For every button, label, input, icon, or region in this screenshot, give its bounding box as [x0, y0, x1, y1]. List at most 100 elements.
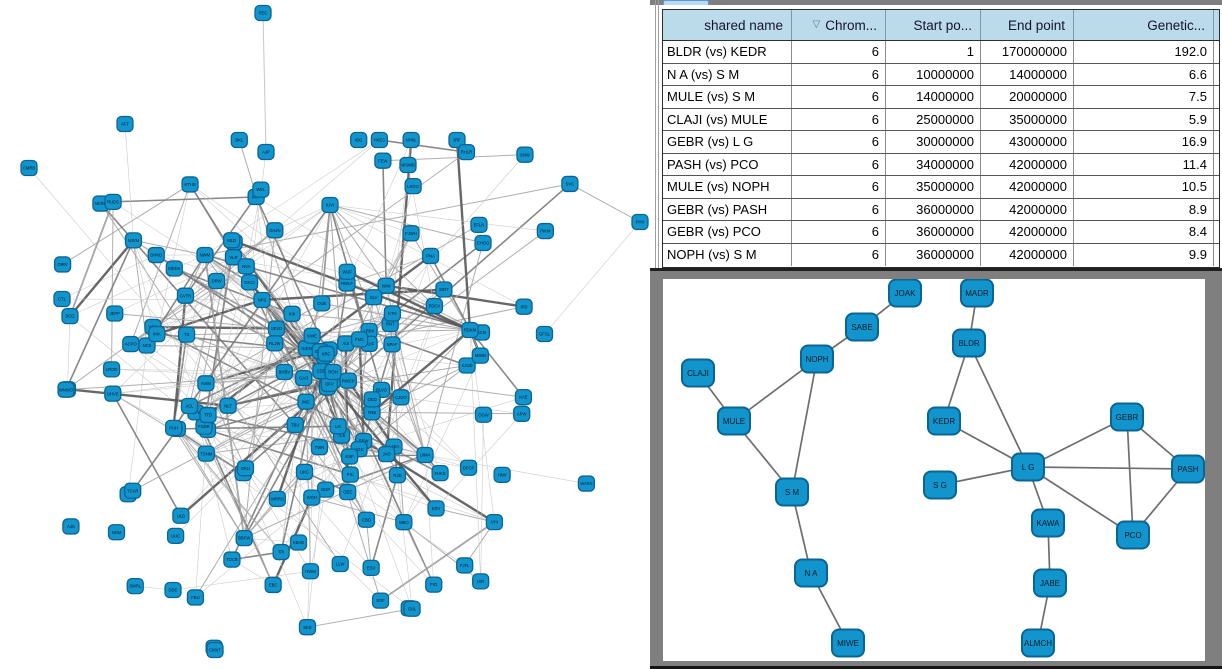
- network-node[interactable]: KIK: [283, 305, 301, 322]
- network-node[interactable]: PNA: [421, 247, 440, 265]
- network-node[interactable]: NLT: [219, 397, 237, 414]
- network-node[interactable]: GFSL: [535, 325, 554, 343]
- network-node[interactable]: EDV: [427, 500, 445, 517]
- column-header-start-po[interactable]: Start po...: [886, 10, 981, 40]
- network-node[interactable]: GAO: [295, 369, 313, 387]
- network-node[interactable]: OGW: [474, 406, 493, 423]
- table-row[interactable]: GEBR (vs) PASH 6 36000000 42000000 8.9: [663, 198, 1219, 221]
- network-node[interactable]: CMVT: [206, 641, 224, 659]
- network-node[interactable]: ROH: [324, 363, 342, 381]
- network-node[interactable]: CHOG: [474, 234, 492, 252]
- network-node[interactable]: FHKS: [431, 465, 449, 482]
- panel-tab-fragment[interactable]: [663, 0, 709, 5]
- network-node[interactable]: PCO: [1116, 520, 1150, 550]
- network-node[interactable]: CLAJI: [681, 358, 715, 388]
- network-node[interactable]: IUVI: [321, 196, 339, 214]
- network-edge[interactable]: [968, 342, 1029, 468]
- network-node[interactable]: KTHS: [181, 176, 199, 193]
- network-node[interactable]: KAWA: [1031, 508, 1065, 538]
- network-node[interactable]: CBO: [357, 511, 376, 528]
- network-node[interactable]: KAE: [514, 388, 533, 406]
- network-node[interactable]: ISR: [472, 573, 490, 590]
- network-node[interactable]: WARS: [577, 475, 596, 492]
- network-node[interactable]: AFT: [116, 115, 134, 133]
- table-row[interactable]: BLDR (vs) KEDR 6 1 170000000 192.0: [663, 41, 1219, 64]
- network-node[interactable]: KJUD: [458, 357, 476, 374]
- network-node[interactable]: HNV: [493, 466, 511, 484]
- network-node[interactable]: MULE: [717, 406, 751, 436]
- network-node[interactable]: CTL: [53, 290, 71, 308]
- network-node[interactable]: BBFW: [235, 529, 253, 547]
- network-edge[interactable]: [1027, 466, 1189, 470]
- network-node[interactable]: GHJN: [266, 222, 284, 239]
- network-node[interactable]: JEPP: [106, 305, 124, 322]
- network-node[interactable]: TOCB: [223, 551, 241, 568]
- network-node[interactable]: OKLI: [236, 460, 255, 477]
- network-node[interactable]: SABE: [845, 312, 879, 342]
- network-node[interactable]: PHV: [631, 213, 649, 231]
- network-node[interactable]: RJD: [388, 467, 407, 484]
- network-node[interactable]: BLDR: [952, 328, 986, 358]
- network-node[interactable]: MIWE: [831, 628, 865, 658]
- network-node[interactable]: EBC: [264, 576, 282, 594]
- network-node[interactable]: NGP: [317, 481, 335, 498]
- network-node[interactable]: IVOH: [303, 489, 321, 506]
- network-node[interactable]: CMRB: [20, 159, 38, 177]
- network-node[interactable]: JRF: [448, 131, 466, 149]
- network-node[interactable]: RLJW: [266, 335, 284, 352]
- network-node[interactable]: RWCP: [339, 372, 357, 389]
- network-node[interactable]: IMC: [297, 393, 315, 410]
- network-node[interactable]: WEL: [252, 181, 270, 198]
- network-node[interactable]: TCAR: [124, 482, 142, 499]
- network-node[interactable]: IPD: [515, 298, 533, 315]
- network-node[interactable]: RDKM: [461, 321, 479, 339]
- network-node[interactable]: NJVM: [124, 232, 143, 249]
- network-node[interactable]: SWRL: [126, 577, 144, 595]
- network-node[interactable]: BHBV: [275, 363, 293, 381]
- network-node[interactable]: LROD: [102, 361, 121, 378]
- network-node[interactable]: KBAE: [289, 534, 308, 551]
- network-node[interactable]: S M: [775, 477, 809, 507]
- network-node[interactable]: APW: [513, 405, 531, 422]
- table-row[interactable]: GEBR (vs) L G 6 30000000 43000000 16.9: [663, 131, 1219, 154]
- network-node[interactable]: ALMCH: [1021, 628, 1055, 658]
- network-node[interactable]: MBO: [395, 514, 413, 531]
- network-node[interactable]: L G: [1011, 452, 1045, 482]
- network-node[interactable]: MDDK: [165, 260, 183, 277]
- network-node[interactable]: FIO: [425, 576, 443, 593]
- network-node[interactable]: PEC: [254, 4, 272, 22]
- network-node[interactable]: PASH: [1171, 454, 1205, 484]
- network-node[interactable]: N A: [794, 558, 828, 588]
- network-node[interactable]: IMA: [148, 325, 166, 343]
- column-header-end-point[interactable]: End point: [981, 10, 1074, 40]
- network-node[interactable]: FBU: [186, 589, 205, 606]
- network-node[interactable]: OIRV: [53, 256, 72, 273]
- network-node[interactable]: LLW: [331, 555, 349, 573]
- network-node[interactable]: TTD: [199, 406, 217, 424]
- network-node[interactable]: TPI: [272, 543, 290, 561]
- network-node[interactable]: SLV: [365, 289, 383, 306]
- network-node[interactable]: DHKD: [147, 246, 165, 264]
- network-node[interactable]: AJS: [62, 518, 80, 535]
- network-node[interactable]: FJWH: [402, 225, 420, 242]
- network-node[interactable]: JOAK: [888, 279, 922, 308]
- network-node[interactable]: IWM: [377, 277, 395, 294]
- network-node[interactable]: JAO: [377, 445, 396, 463]
- network-node[interactable]: DFCP: [459, 459, 478, 476]
- network-node[interactable]: UEVD: [267, 320, 286, 337]
- network-node[interactable]: KRC: [317, 345, 335, 362]
- network-node[interactable]: OED: [363, 391, 381, 408]
- network-node[interactable]: MIMN: [471, 347, 490, 364]
- filtered-network-canvas[interactable]: JOAK SABE NOPH CLAJI MULE S M N A MIWE MADR BLDR K…: [663, 279, 1205, 661]
- network-node[interactable]: NWM: [196, 246, 214, 264]
- network-node[interactable]: AVIM: [197, 375, 215, 392]
- network-node[interactable]: DAJJ: [240, 274, 259, 291]
- network-node[interactable]: WSWB: [399, 156, 417, 174]
- network-node[interactable]: SVC: [561, 175, 579, 193]
- network-node[interactable]: VHI: [485, 513, 504, 531]
- table-row[interactable]: MULE (vs) S M 6 14000000 20000000 7.5: [663, 86, 1219, 109]
- network-edge[interactable]: [1126, 416, 1134, 536]
- network-node[interactable]: SCG: [61, 307, 79, 325]
- network-node[interactable]: TSNM: [197, 445, 215, 462]
- network-node[interactable]: WUF: [338, 263, 356, 280]
